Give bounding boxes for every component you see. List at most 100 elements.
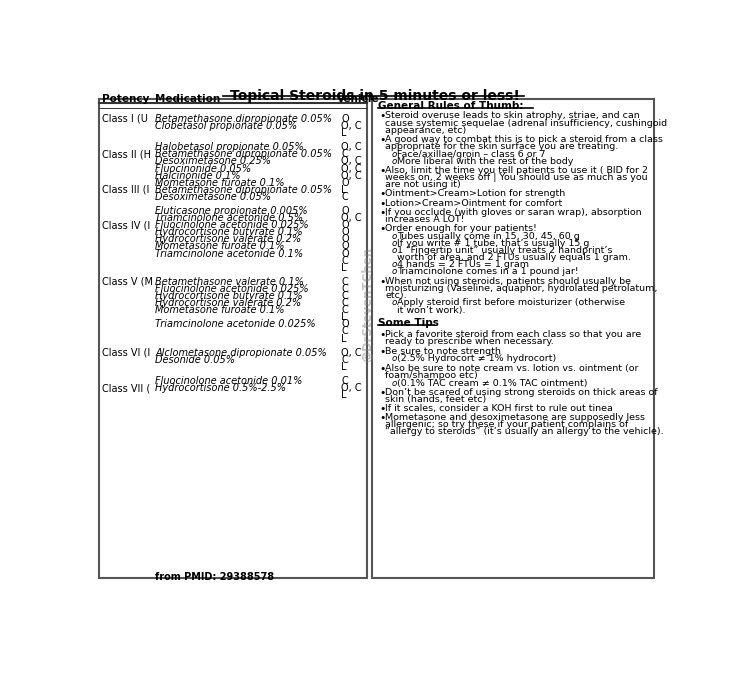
Text: Class IV (I: Class IV (I	[103, 220, 151, 231]
Text: O, C: O, C	[341, 213, 362, 223]
Text: Fluticasone propionate 0.005%: Fluticasone propionate 0.005%	[155, 206, 308, 216]
Text: •: •	[379, 404, 386, 414]
Text: Ointment>Cream>Lotion for strength: Ointment>Cream>Lotion for strength	[386, 190, 566, 199]
Text: (0.1% TAC cream ≠ 0.1% TAC ointment): (0.1% TAC cream ≠ 0.1% TAC ointment)	[397, 379, 587, 388]
Text: Mometasone furoate 0.1%: Mometasone furoate 0.1%	[155, 241, 284, 252]
Text: Potency: Potency	[103, 94, 150, 104]
Text: increases A LOT!: increases A LOT!	[386, 215, 465, 224]
Text: •: •	[379, 277, 386, 286]
Text: Fluocinolone acetonide 0.025%: Fluocinolone acetonide 0.025%	[155, 220, 309, 231]
Text: O, C: O, C	[341, 156, 362, 167]
Text: •: •	[379, 190, 386, 199]
Text: If you occlude (with gloves or saran wrap), absorption: If you occlude (with gloves or saran wra…	[386, 208, 642, 217]
Text: A good way to combat this is to pick a steroid from a class: A good way to combat this is to pick a s…	[386, 135, 663, 144]
FancyBboxPatch shape	[372, 99, 654, 578]
Text: Mometasone furoate 0.1%: Mometasone furoate 0.1%	[155, 177, 284, 188]
Text: C: C	[341, 256, 348, 266]
Text: O: O	[341, 241, 349, 252]
Text: o: o	[391, 379, 397, 388]
Text: •: •	[379, 388, 386, 398]
Text: Betamethasone valerate 0.1%: Betamethasone valerate 0.1%	[155, 277, 304, 287]
Text: weeks on, 2 weeks off | You should use as much as you: weeks on, 2 weeks off | You should use a…	[386, 173, 648, 182]
Text: Steroid overuse leads to skin atrophy, striae, and can: Steroid overuse leads to skin atrophy, s…	[386, 112, 640, 120]
Text: O, C: O, C	[341, 383, 362, 393]
Text: C: C	[341, 192, 348, 202]
Text: •: •	[379, 112, 386, 122]
Text: O, C: O, C	[341, 171, 362, 181]
Text: L: L	[341, 362, 347, 372]
Text: •: •	[379, 208, 386, 218]
Text: C: C	[341, 305, 348, 316]
Text: O: O	[341, 248, 349, 258]
Text: Face/axillae/groin – class 6 or 7: Face/axillae/groin – class 6 or 7	[397, 150, 545, 158]
Text: L: L	[341, 262, 347, 273]
Text: If you write # 1 tube, that’s usually 15 g: If you write # 1 tube, that’s usually 15…	[397, 239, 589, 248]
Text: “allergy to steroids” (it’s usually an allergy to the vehicle).: “allergy to steroids” (it’s usually an a…	[386, 428, 664, 437]
Text: allergenic; so try these if your patient complains of: allergenic; so try these if your patient…	[386, 420, 629, 429]
Text: 4 hands = 2 FTUs = 1 gram: 4 hands = 2 FTUs = 1 gram	[397, 260, 529, 269]
Text: foam/shampoo etc): foam/shampoo etc)	[386, 371, 478, 379]
Text: are not using it): are not using it)	[386, 180, 461, 189]
Text: Mometasone and desoximetasone are supposedly less: Mometasone and desoximetasone are suppos…	[386, 413, 645, 422]
Text: C: C	[341, 291, 348, 301]
Text: Mometasone furoate 0.1%: Mometasone furoate 0.1%	[155, 305, 284, 316]
Text: O, C: O, C	[341, 163, 362, 173]
Text: o: o	[391, 267, 397, 276]
Text: Class VI (I: Class VI (I	[103, 347, 151, 358]
FancyBboxPatch shape	[100, 99, 366, 578]
Text: •: •	[379, 330, 386, 341]
Text: Triamcinolone acetonide 0.5%: Triamcinolone acetonide 0.5%	[155, 213, 303, 223]
Text: 1 “Fingertip unit” usually treats 2 handprint’s: 1 “Fingertip unit” usually treats 2 hand…	[397, 246, 613, 255]
Text: Desoximetasone 0.25%: Desoximetasone 0.25%	[155, 156, 271, 167]
Text: o: o	[391, 157, 397, 166]
Text: L: L	[341, 128, 347, 138]
Text: Don’t be scared of using strong steroids on thick areas of: Don’t be scared of using strong steroids…	[386, 388, 658, 396]
Text: C: C	[341, 355, 348, 364]
Text: Betamethasone dipropionate 0.05%: Betamethasone dipropionate 0.05%	[155, 150, 332, 159]
Text: Alclometasone dipropionate 0.05%: Alclometasone dipropionate 0.05%	[155, 347, 327, 358]
Text: C: C	[341, 277, 348, 287]
Text: Triamcinolone acetonide 0.025%: Triamcinolone acetonide 0.025%	[155, 320, 316, 329]
Text: @DrStevenTChen: @DrStevenTChen	[361, 248, 374, 362]
Text: C: C	[341, 298, 348, 308]
Text: •: •	[379, 347, 386, 357]
Text: •: •	[379, 364, 386, 374]
Text: Class II (H: Class II (H	[103, 150, 152, 159]
Text: O: O	[341, 235, 349, 244]
Text: appearance, etc): appearance, etc)	[386, 126, 467, 135]
Text: o: o	[391, 260, 397, 269]
Text: •: •	[379, 166, 386, 176]
Text: Betamethasone dipropionate 0.05%: Betamethasone dipropionate 0.05%	[155, 185, 332, 194]
Text: o: o	[391, 246, 397, 255]
Text: Hydrocortisone valerate 0.2%: Hydrocortisone valerate 0.2%	[155, 235, 301, 244]
Text: Be sure to note strength: Be sure to note strength	[386, 347, 501, 356]
Text: Desonide 0.05%: Desonide 0.05%	[155, 355, 235, 364]
Text: from PMID: 29388578: from PMID: 29388578	[155, 572, 274, 582]
Text: Vehicle: Vehicle	[336, 94, 379, 104]
Text: Class V (M: Class V (M	[103, 277, 153, 287]
Text: •: •	[379, 135, 386, 145]
Text: L: L	[341, 312, 347, 322]
Text: O, C: O, C	[341, 142, 362, 152]
Text: L: L	[341, 185, 347, 194]
Text: O, C: O, C	[341, 347, 362, 358]
Text: Hydrocortisone 0.5%-2.5%: Hydrocortisone 0.5%-2.5%	[155, 383, 286, 393]
Text: ready to prescribe when necessary.: ready to prescribe when necessary.	[386, 337, 554, 346]
Text: Betamethasone dipropionate 0.05%: Betamethasone dipropionate 0.05%	[155, 114, 332, 124]
Text: O: O	[341, 206, 349, 216]
Text: worth of area, and 2 FTUs usually equals 1 gram.: worth of area, and 2 FTUs usually equals…	[397, 253, 631, 262]
Text: C: C	[341, 326, 348, 337]
Text: o: o	[391, 232, 397, 241]
Text: Class I (U: Class I (U	[103, 114, 148, 124]
Text: Desoximetasone 0.05%: Desoximetasone 0.05%	[155, 192, 271, 202]
Text: O: O	[341, 320, 349, 329]
Text: More liberal with the rest of the body: More liberal with the rest of the body	[397, 157, 573, 166]
Text: Clobetasol propionate 0.05%: Clobetasol propionate 0.05%	[155, 121, 298, 131]
Text: Medication: Medication	[155, 94, 221, 104]
Text: Hydrocortisone butyrate 0.1%: Hydrocortisone butyrate 0.1%	[155, 227, 303, 237]
Text: O: O	[341, 114, 349, 124]
Text: appropriate for the skin surface you are treating.: appropriate for the skin surface you are…	[386, 142, 619, 151]
Text: Halobetasol propionate 0.05%: Halobetasol propionate 0.05%	[155, 142, 304, 152]
Text: Pick a favorite steroid from each class so that you are: Pick a favorite steroid from each class …	[386, 330, 641, 339]
Text: Hydrocortisone butyrate 0.1%: Hydrocortisone butyrate 0.1%	[155, 291, 303, 301]
